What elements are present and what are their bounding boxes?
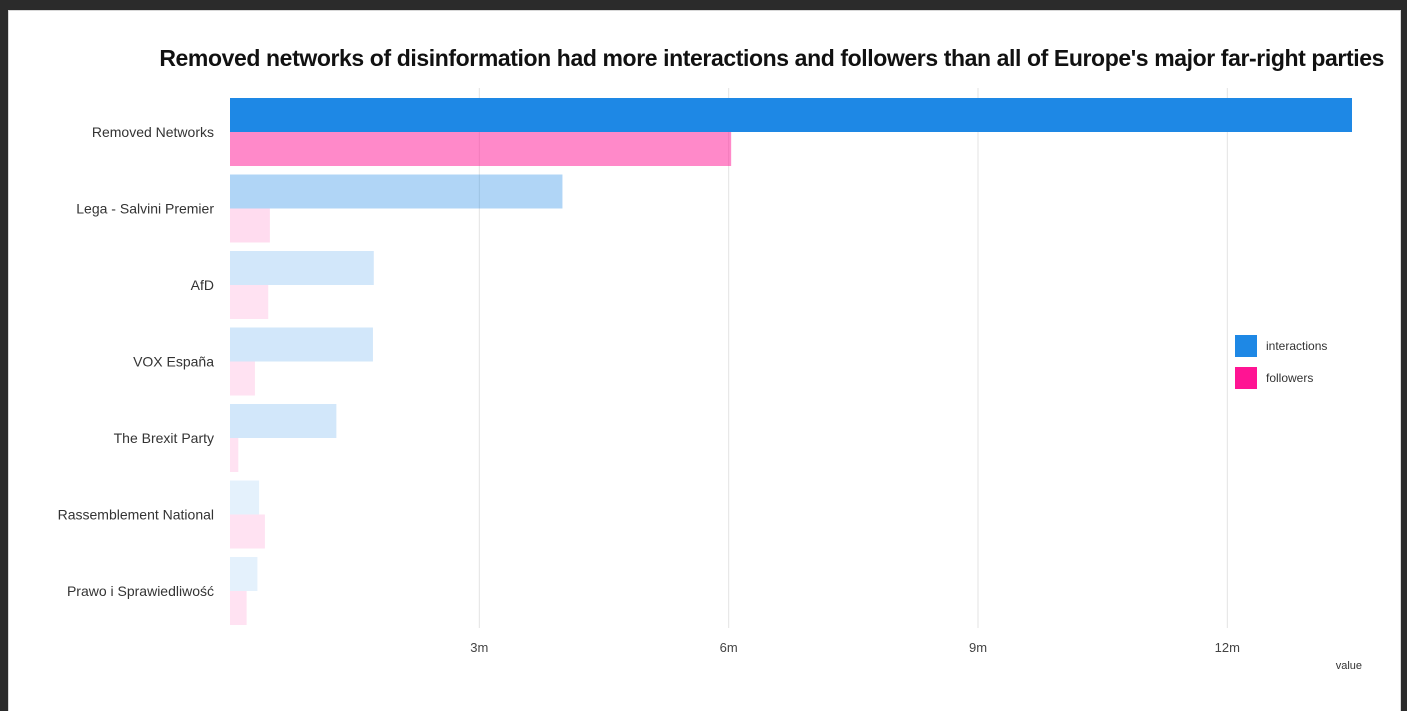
category-label: Lega - Salvini Premier xyxy=(76,201,214,217)
bar-followers xyxy=(230,361,255,396)
bar-interactions xyxy=(230,327,373,362)
bar-interactions xyxy=(230,174,563,209)
bar-followers xyxy=(230,285,269,319)
category-label: The Brexit Party xyxy=(114,430,214,446)
legend-swatch-interactions xyxy=(1235,335,1257,357)
legend-label-interactions: interactions xyxy=(1266,339,1327,353)
bar-interactions xyxy=(230,480,260,515)
category-label: Removed Networks xyxy=(92,124,214,140)
bar-followers xyxy=(230,438,239,472)
x-tick-label: 9m xyxy=(969,640,987,655)
bar-followers xyxy=(230,208,270,243)
legend-swatch-followers xyxy=(1235,367,1257,389)
legend-label-followers: followers xyxy=(1266,371,1313,385)
category-label: Rassemblement National xyxy=(58,507,214,523)
x-tick-label: 3m xyxy=(470,640,488,655)
bar-interactions xyxy=(230,557,258,591)
bar-interactions xyxy=(230,251,374,285)
category-label: AfD xyxy=(191,277,214,293)
x-tick-label: 6m xyxy=(720,640,738,655)
x-axis-label: value xyxy=(1336,660,1362,672)
bar-followers xyxy=(230,514,265,549)
category-label: VOX España xyxy=(133,354,214,370)
chart-title: Removed networks of disinformation had m… xyxy=(159,45,1384,71)
bar-followers xyxy=(230,591,247,625)
category-label: Prawo i Sprawiedliwość xyxy=(67,583,214,599)
bar-interactions xyxy=(230,404,337,438)
x-tick-label: 12m xyxy=(1215,640,1240,655)
bar-interactions xyxy=(230,98,1352,132)
bar-followers xyxy=(230,132,732,166)
